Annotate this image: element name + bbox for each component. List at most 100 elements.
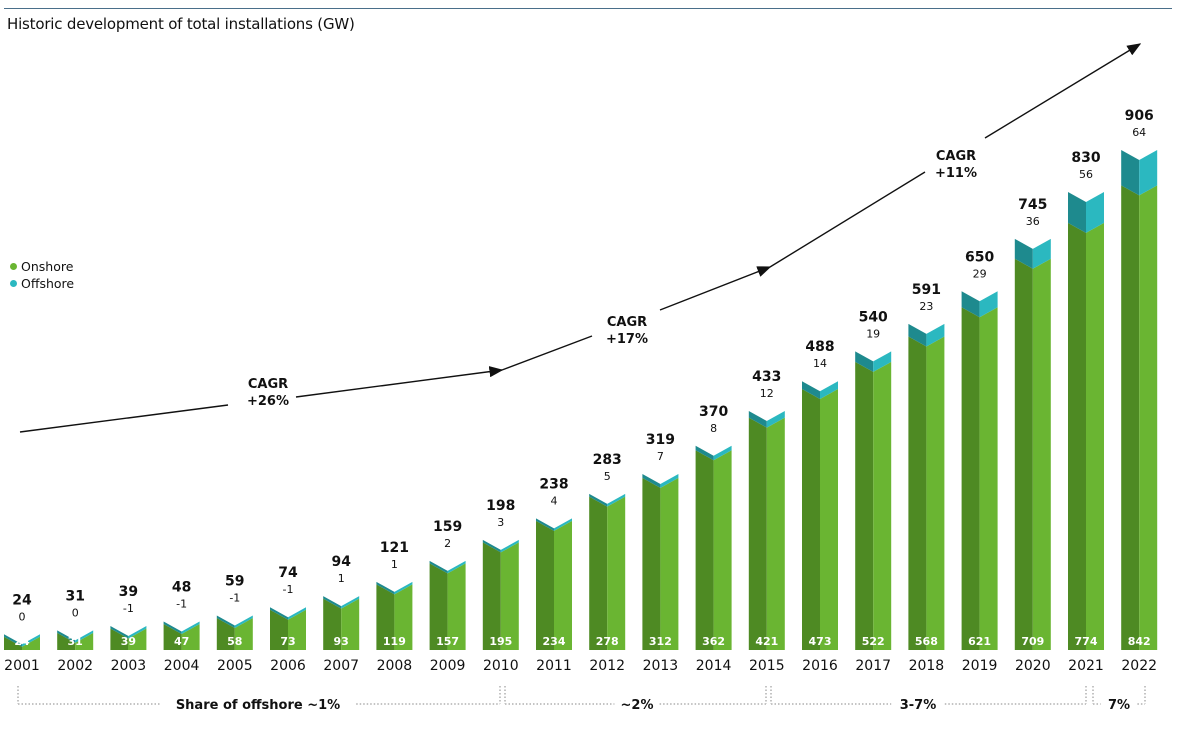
offshore-value-label: 14 (813, 357, 827, 370)
onshore-value-label: 312 (649, 635, 672, 648)
cagr-arrow-line (769, 171, 926, 268)
year-tick-label: 2013 (643, 658, 679, 674)
total-value-label: 159 (433, 519, 462, 535)
year-tick-label: 2018 (909, 658, 945, 674)
bar-offshore-right-face (607, 493, 626, 507)
bar-onshore-right-face (926, 336, 945, 650)
onshore-value-label: 31 (68, 635, 83, 648)
cagr-label-value: +11% (935, 166, 977, 181)
offshore-value-label: -1 (229, 591, 240, 604)
total-value-label: 31 (65, 588, 84, 604)
onshore-swatch (10, 263, 17, 270)
total-value-label: 59 (225, 573, 244, 589)
legend-item-onshore: Onshore (10, 258, 74, 275)
cagr-label-title: CAGR (248, 377, 288, 392)
total-value-label: 591 (912, 282, 941, 298)
bar-offshore-left-face (695, 445, 714, 461)
bar-offshore-left-face (1121, 150, 1140, 196)
year-tick-label: 2006 (270, 658, 306, 674)
bar-onshore-right-face (979, 307, 998, 650)
bar-offshore-right-face (288, 607, 306, 620)
bar-offshore-right-face (766, 411, 785, 428)
cagr-arrow-line (984, 43, 1142, 139)
bar-onshore-left-face (536, 520, 554, 650)
legend-label-offshore: Offshore (21, 276, 75, 291)
offshore-value-label: 12 (760, 387, 774, 400)
cagr-label-value: +26% (247, 394, 289, 409)
bar-offshore-right-face (1032, 238, 1051, 269)
bar-offshore-left-face (216, 615, 235, 628)
offshore-value-label: 5 (604, 470, 611, 483)
bar-onshore-left-face (429, 563, 448, 650)
total-value-label: 906 (1125, 108, 1154, 124)
onshore-value-label: 119 (383, 635, 406, 648)
total-value-label: 121 (380, 540, 409, 556)
chart-title: Historic development of total installati… (7, 15, 355, 33)
offshore-value-label: 1 (338, 572, 345, 585)
offshore-value-label: 56 (1079, 168, 1093, 181)
offshore-value-label: 23 (919, 300, 933, 313)
year-tick-label: 2017 (855, 658, 891, 674)
bar-onshore-left-face (695, 450, 714, 650)
total-value-label: 830 (1071, 150, 1100, 166)
bar-onshore-right-face (288, 609, 306, 650)
year-tick-label: 2016 (802, 658, 838, 674)
bar-onshore-right-face (75, 632, 94, 650)
offshore-value-label: 19 (866, 327, 880, 340)
share-bracket-label: 3-7% (900, 698, 937, 713)
bar-offshore-right-face (181, 621, 200, 635)
bar-onshore-right-face (341, 598, 360, 650)
bar-offshore-right-face (554, 518, 572, 531)
bar-offshore-left-face (323, 596, 342, 609)
bar-onshore-left-face (855, 361, 874, 650)
bar-offshore-left-face (908, 323, 927, 347)
bar-offshore-left-face (536, 518, 554, 531)
total-value-label: 433 (752, 369, 781, 385)
bar-offshore-left-face (802, 381, 820, 399)
bar-onshore-right-face (607, 496, 626, 650)
total-value-label: 745 (1018, 197, 1047, 213)
bar-offshore-left-face (748, 411, 767, 428)
bar-offshore-right-face (713, 445, 732, 461)
year-tick-label: 2003 (111, 658, 147, 674)
cagr-arrow-line (659, 266, 772, 311)
bar-offshore-right-face (979, 291, 998, 318)
offshore-value-label: 36 (1026, 215, 1040, 228)
year-tick-label: 2020 (1015, 658, 1051, 674)
onshore-value-label: 568 (915, 635, 938, 648)
offshore-value-label: 2 (444, 537, 451, 550)
bar-onshore-right-face (766, 417, 785, 650)
share-bracket-label: 7% (1108, 698, 1130, 713)
onshore-value-label: 234 (543, 635, 566, 648)
bar-offshore-left-face (855, 351, 874, 372)
total-value-label: 74 (278, 565, 298, 581)
bar-offshore-right-face (926, 323, 945, 347)
onshore-value-label: 522 (862, 635, 885, 648)
total-value-label: 48 (172, 580, 191, 596)
bar-onshore-left-face (163, 624, 182, 650)
bar-onshore-left-face (270, 609, 288, 650)
share-bracket-label: ~2% (621, 698, 654, 713)
year-tick-label: 2001 (4, 658, 40, 674)
bar-onshore-left-face (908, 336, 927, 650)
bar-onshore-left-face (482, 542, 501, 650)
bar-onshore-left-face (323, 598, 342, 650)
total-value-label: 488 (805, 339, 834, 355)
offshore-value-label: 8 (710, 422, 717, 435)
year-tick-label: 2010 (483, 658, 519, 674)
bars-group: 24024200131031200239-139200347-148200458… (4, 108, 1158, 674)
bar-onshore-left-face (961, 307, 980, 650)
bar-onshore-left-face (216, 617, 235, 650)
bar-offshore-left-face (110, 625, 129, 639)
onshore-value-label: 93 (334, 635, 349, 648)
bar-offshore-right-face (820, 381, 838, 399)
bar-offshore-right-face (75, 630, 94, 643)
bar-offshore-right-face (341, 596, 360, 609)
onshore-value-label: 47 (174, 635, 189, 648)
bar-onshore-right-face (394, 584, 413, 650)
total-value-label: 283 (593, 452, 622, 468)
offshore-value-label: 3 (497, 516, 504, 529)
year-tick-label: 2022 (1121, 658, 1157, 674)
cagr-label-value: +17% (606, 332, 648, 347)
